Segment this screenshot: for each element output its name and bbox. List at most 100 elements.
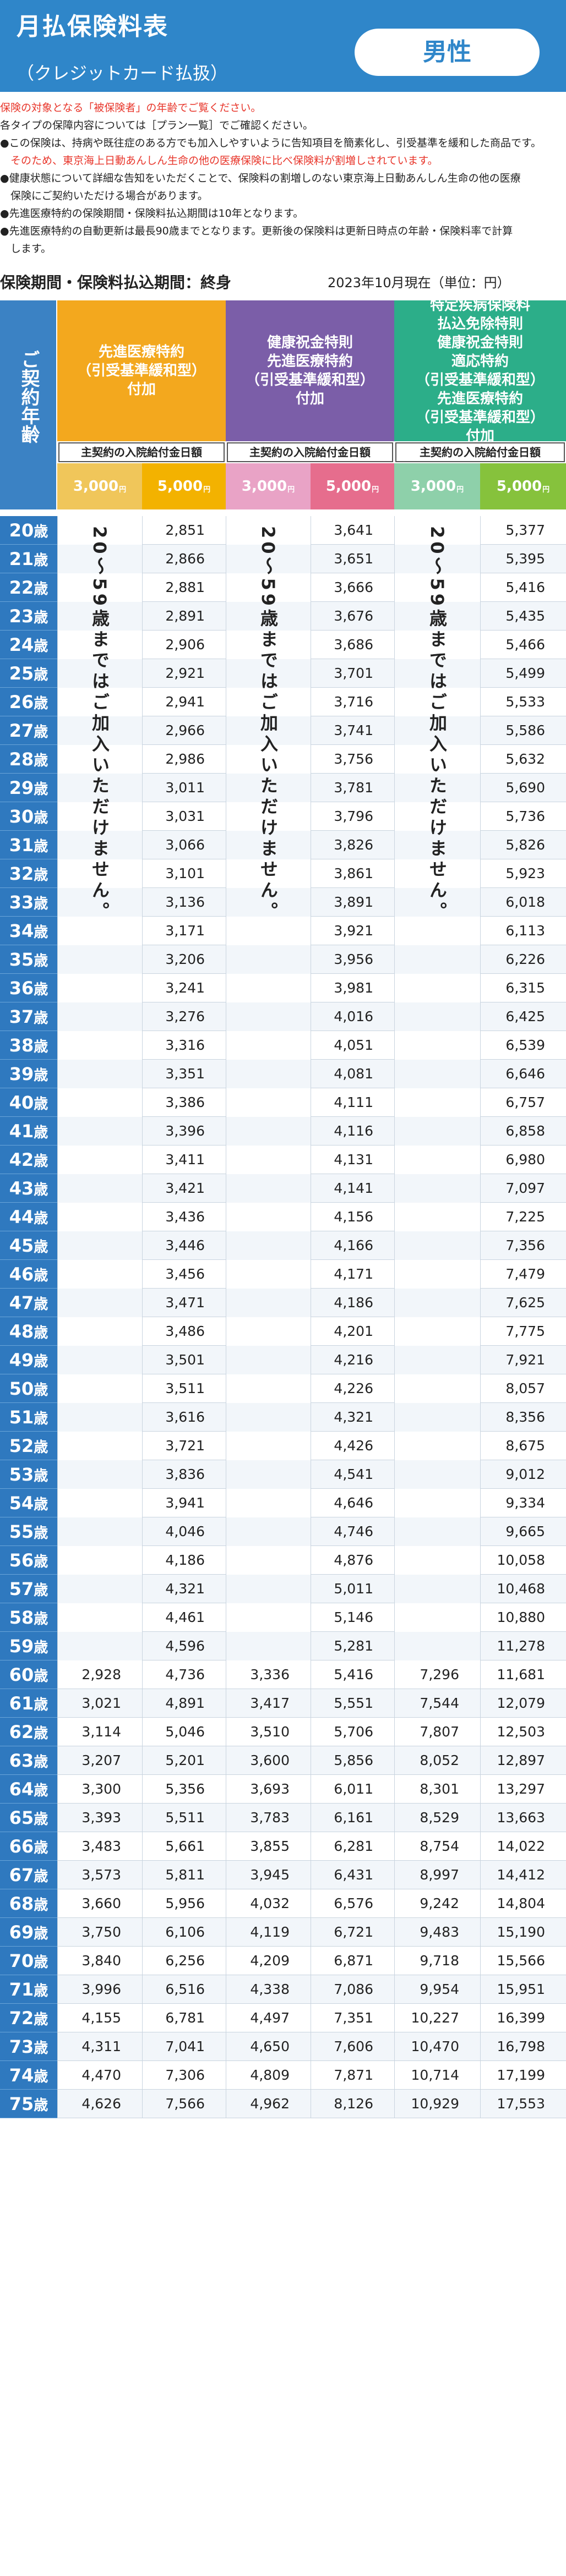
premium-cell: 14,022: [480, 1832, 566, 1861]
age-cell: 63歳: [0, 1746, 57, 1775]
premium-cell: [57, 1632, 142, 1660]
premium-cell: 5,511: [142, 1804, 226, 1832]
age-cell: 21歳: [0, 545, 57, 573]
tier-unit: 円: [372, 485, 379, 494]
premium-cell: 4,321: [142, 1575, 226, 1603]
premium-cell: [394, 774, 480, 802]
premium-cell: 3,891: [311, 888, 394, 917]
premium-cell: 5,416: [480, 573, 566, 602]
tier-header-5000: 5,000 円: [480, 463, 566, 509]
premium-cell: 5,466: [480, 631, 566, 659]
premium-cell: 5,281: [311, 1632, 394, 1660]
premium-cell: [57, 1460, 142, 1489]
premium-cell: 4,166: [311, 1231, 394, 1260]
premium-cell: [57, 545, 142, 573]
premium-cell: [226, 1489, 311, 1517]
premium-cell: 2,906: [142, 631, 226, 659]
age-cell: 66歳: [0, 1832, 57, 1861]
premium-cell: 3,101: [142, 859, 226, 888]
premium-cell: 7,606: [311, 2032, 394, 2061]
premium-cell: 3,756: [311, 745, 394, 774]
premium-cell: [57, 1432, 142, 1460]
table-row: 45歳 3,446 4,166 7,356: [0, 1231, 566, 1260]
premium-cell: 4,321: [311, 1403, 394, 1432]
premium-cell: 3,351: [142, 1060, 226, 1088]
premium-cell: 10,227: [394, 2004, 480, 2032]
table-row: 57歳 4,321 5,011 10,468: [0, 1575, 566, 1603]
age-cell: 29歳: [0, 774, 57, 802]
premium-cell: [226, 888, 311, 917]
premium-cell: 8,529: [394, 1804, 480, 1832]
age-cell: 36歳: [0, 974, 57, 1002]
age-cell: 45歳: [0, 1231, 57, 1260]
table-row: 37歳 3,276 4,016 6,425: [0, 1002, 566, 1031]
table-row: 51歳 3,616 4,321 8,356: [0, 1403, 566, 1432]
table-row: 49歳 3,501 4,216 7,921: [0, 1346, 566, 1374]
premium-cell: 7,086: [311, 1975, 394, 2004]
tier-header-5000: 5,000 円: [311, 463, 394, 509]
table-row: 22歳 2,881 3,666 5,416: [0, 573, 566, 602]
age-cell: 75歳: [0, 2090, 57, 2118]
age-column-header: ご契約年齢: [0, 300, 57, 509]
not-available-notice: 20〜59歳まではご加入いただけません。: [226, 516, 311, 1660]
premium-cell: 8,052: [394, 1746, 480, 1775]
premium-cell: 6,315: [480, 974, 566, 1002]
premium-cell: 3,411: [142, 1146, 226, 1174]
premium-cell: [226, 1603, 311, 1632]
premium-cell: [394, 802, 480, 831]
premium-cell: [226, 802, 311, 831]
premium-cell: 8,356: [480, 1403, 566, 1432]
table-row: 63歳 3,207 5,201 3,600 5,856 8,052 12,897: [0, 1746, 566, 1775]
age-cell: 43歳: [0, 1174, 57, 1203]
table-row: 73歳 4,311 7,041 4,650 7,606 10,470 16,798: [0, 2032, 566, 2061]
premium-cell: 3,945: [226, 1861, 311, 1889]
premium-cell: [226, 1517, 311, 1546]
premium-cell: 4,650: [226, 2032, 311, 2061]
premium-cell: [226, 602, 311, 631]
premium-cell: [394, 545, 480, 573]
premium-cell: 6,576: [311, 1889, 394, 1918]
table-row: 42歳 3,411 4,131 6,980: [0, 1146, 566, 1174]
premium-cell: [57, 974, 142, 1002]
premium-cell: 3,855: [226, 1832, 311, 1861]
premium-cell: [57, 859, 142, 888]
premium-cell: 5,826: [480, 831, 566, 859]
premium-cell: [394, 859, 480, 888]
premium-cell: [226, 1060, 311, 1088]
premium-cell: [57, 688, 142, 716]
premium-cell: 6,256: [142, 1947, 226, 1975]
premium-cell: [57, 774, 142, 802]
premium-cell: 9,483: [394, 1918, 480, 1947]
premium-cell: 4,046: [142, 1517, 226, 1546]
table-row: 69歳 3,750 6,106 4,119 6,721 9,483 15,190: [0, 1918, 566, 1947]
premium-cell: 15,566: [480, 1947, 566, 1975]
premium-cell: [394, 945, 480, 974]
premium-cell: [226, 1088, 311, 1117]
premium-cell: 3,421: [142, 1174, 226, 1203]
table-row: 60歳 2,928 4,736 3,336 5,416 7,296 11,681: [0, 1660, 566, 1689]
premium-cell: 4,131: [311, 1146, 394, 1174]
premium-cell: 3,651: [311, 545, 394, 573]
premium-cell: [394, 1203, 480, 1231]
premium-cell: [394, 888, 480, 917]
premium-cell: [57, 1317, 142, 1346]
not-available-text: 20〜59歳まではご加入いただけません。: [89, 526, 110, 923]
age-cell: 51歳: [0, 1403, 57, 1432]
not-available-text: 20〜59歳まではご加入いただけません。: [258, 526, 279, 923]
premium-cell: 8,057: [480, 1374, 566, 1403]
premium-cell: [394, 1289, 480, 1317]
table-row: 52歳 3,721 4,426 8,675: [0, 1432, 566, 1460]
table-row: 59歳 4,596 5,281 11,278: [0, 1632, 566, 1660]
premium-cell: [226, 1632, 311, 1660]
premium-cell: 4,216: [311, 1346, 394, 1374]
premium-cell: 5,046: [142, 1718, 226, 1746]
group-header-title: 先進医療特約 （引受基準緩和型） 付加: [77, 344, 206, 398]
age-cell: 73歳: [0, 2032, 57, 2061]
premium-cell: 5,377: [480, 516, 566, 545]
table-row: 70歳 3,840 6,256 4,209 6,871 9,718 15,566: [0, 1947, 566, 1975]
note-line: 保険にご契約いただける場合があります。: [0, 190, 208, 202]
premium-cell: 4,201: [311, 1317, 394, 1346]
premium-cell: 6,011: [311, 1775, 394, 1804]
premium-cell: 5,201: [142, 1746, 226, 1775]
premium-cell: [226, 1231, 311, 1260]
